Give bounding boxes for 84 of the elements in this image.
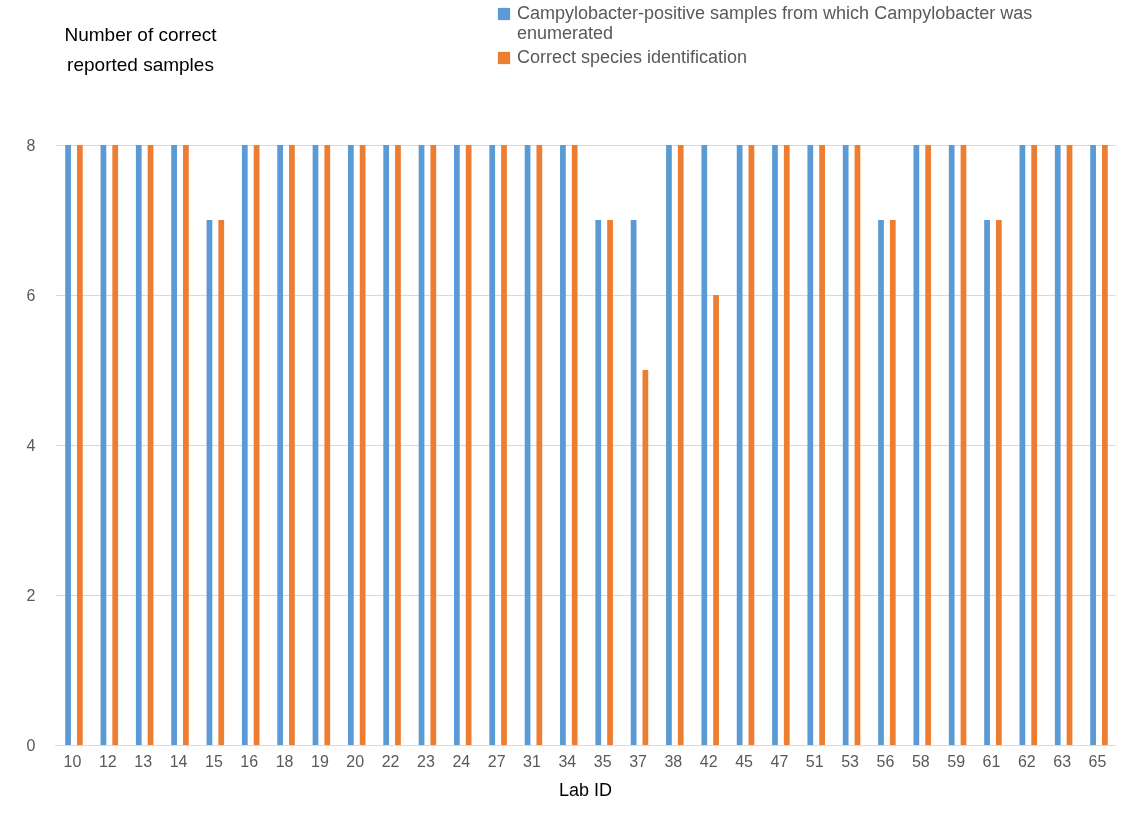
x-tick-label: 53 xyxy=(841,752,860,770)
x-tick-label: 34 xyxy=(558,752,577,770)
x-tick-label: 19 xyxy=(311,752,329,770)
x-tick-label: 18 xyxy=(275,752,294,770)
y-tick-label: 4 xyxy=(26,436,36,454)
x-tick-label: 61 xyxy=(982,752,1001,770)
bar xyxy=(454,145,460,745)
x-tick-label: 12 xyxy=(98,752,117,770)
x-tick-label: 42 xyxy=(699,752,718,770)
x-tick-label: 35 xyxy=(593,752,612,770)
bar xyxy=(112,145,119,745)
x-axis-title: Lab ID xyxy=(558,779,613,800)
x-tick-label: 31 xyxy=(523,752,541,770)
x-tick-label: 38 xyxy=(664,752,683,770)
bar xyxy=(995,220,1002,745)
x-tick-label: 15 xyxy=(204,752,223,770)
bar xyxy=(889,220,896,745)
x-tick-label: 13 xyxy=(134,752,153,770)
y-tick-label: 6 xyxy=(26,286,36,304)
bar xyxy=(713,295,719,745)
bar xyxy=(171,145,177,745)
bar xyxy=(465,145,472,745)
bar xyxy=(1054,145,1061,745)
bar xyxy=(277,145,284,745)
bar xyxy=(347,145,354,745)
bar xyxy=(1031,145,1038,745)
bar xyxy=(677,145,684,745)
x-tick-label: 20 xyxy=(346,752,365,770)
x-tick-label: 59 xyxy=(947,752,966,770)
bar xyxy=(489,145,496,745)
x-tick-label: 23 xyxy=(417,752,435,770)
bar xyxy=(135,145,142,745)
bar xyxy=(925,145,932,745)
x-tick-label: 45 xyxy=(735,752,754,770)
bar xyxy=(842,145,849,745)
bar xyxy=(701,145,708,745)
bar xyxy=(819,145,825,745)
bar xyxy=(595,220,602,745)
x-tick-label: 16 xyxy=(240,752,259,770)
bar xyxy=(218,220,225,745)
bar xyxy=(878,220,884,745)
x-tick-label: 14 xyxy=(169,752,188,770)
bar xyxy=(984,220,990,745)
bar xyxy=(736,145,743,745)
bar xyxy=(430,145,437,745)
bar xyxy=(666,145,672,745)
x-tick-label: 10 xyxy=(63,752,82,770)
bar xyxy=(183,145,189,745)
y-tick-label: 2 xyxy=(26,586,36,604)
bar xyxy=(76,145,83,745)
bar xyxy=(913,145,920,745)
bar xyxy=(383,145,390,745)
bar xyxy=(324,145,331,745)
x-tick-label: 62 xyxy=(1017,752,1036,770)
bar xyxy=(289,145,295,745)
x-tick-label: 37 xyxy=(629,752,648,770)
y-tick-label: 8 xyxy=(26,136,36,154)
bar xyxy=(560,145,566,745)
bar xyxy=(1102,145,1108,745)
bar xyxy=(501,145,507,745)
x-tick-label: 27 xyxy=(487,752,506,770)
x-tick-label: 58 xyxy=(911,752,930,770)
bar xyxy=(948,145,955,745)
x-tick-label: 24 xyxy=(452,752,471,770)
y-axis-title: Number of correct reported samples xyxy=(64,23,218,75)
bar xyxy=(772,145,778,745)
x-tick-label: 47 xyxy=(770,752,789,770)
x-tick-label: 56 xyxy=(876,752,895,770)
legend-label: Correct species identification xyxy=(517,47,748,67)
legend-label: Campylobacter-positive samples from which Campylobacter was enumerated xyxy=(517,3,1033,43)
bar xyxy=(607,220,613,745)
x-tick-label: 63 xyxy=(1053,752,1072,770)
bar xyxy=(807,145,814,745)
bar xyxy=(241,145,248,745)
bar xyxy=(536,145,543,745)
bar xyxy=(1090,145,1096,745)
bar xyxy=(571,145,578,745)
x-tick-label: 65 xyxy=(1088,752,1107,770)
bar xyxy=(65,145,71,745)
y-tick-label: 0 xyxy=(26,736,36,754)
bar xyxy=(783,145,790,745)
x-tick-label: 51 xyxy=(805,752,824,770)
bar xyxy=(395,145,401,745)
x-tick-label: 22 xyxy=(381,752,400,770)
